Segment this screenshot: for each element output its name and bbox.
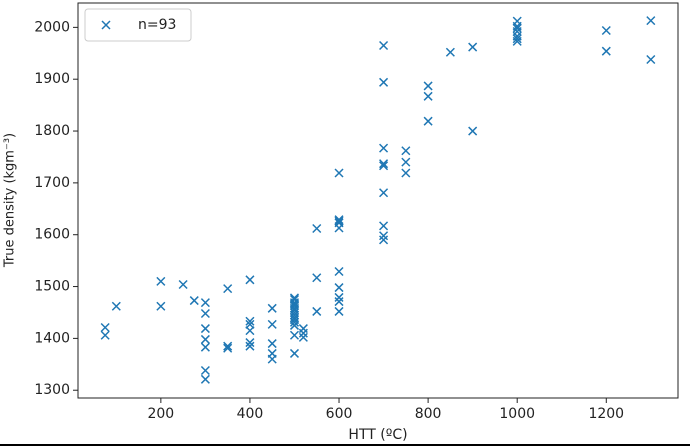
point: [200, 308, 210, 319]
point: [312, 273, 322, 283]
point: [334, 223, 344, 233]
point: [289, 330, 300, 340]
point: [267, 319, 277, 329]
point: [379, 188, 389, 198]
point: [401, 168, 411, 178]
point: [379, 77, 389, 87]
point: [646, 54, 656, 65]
point: [334, 283, 344, 293]
plot-frame: [77, 2, 679, 399]
point: [223, 343, 233, 353]
x-axis-label: HTT (ºC): [348, 427, 407, 443]
point: [189, 296, 199, 306]
point: [401, 146, 411, 156]
point: [646, 16, 656, 26]
point: [423, 116, 433, 126]
y-tick-label: 1600: [34, 227, 70, 243]
point: [379, 161, 389, 171]
point: [267, 339, 277, 349]
y-tick-label: 1400: [34, 330, 70, 346]
x-tick-label: 600: [326, 406, 353, 422]
point: [334, 216, 344, 226]
point: [379, 221, 389, 231]
point: [289, 301, 300, 311]
point: [334, 168, 344, 178]
point: [245, 341, 255, 351]
legend-marker: [101, 20, 111, 30]
point: [200, 334, 210, 344]
point: [401, 157, 411, 167]
point: [298, 328, 308, 338]
point: [312, 223, 322, 234]
point: [178, 279, 188, 290]
point: [223, 341, 233, 351]
x-tick-label: 1200: [588, 406, 624, 422]
point: [334, 266, 344, 277]
x-tick-label: 1000: [499, 406, 535, 422]
point: [245, 316, 255, 326]
point: [267, 303, 277, 313]
point: [200, 365, 210, 376]
legend-label: n=93: [138, 17, 176, 33]
point: [601, 25, 611, 36]
point: [245, 338, 255, 348]
y-tick-label: 1800: [34, 123, 70, 139]
point: [468, 42, 478, 52]
point: [512, 34, 522, 44]
point: [245, 275, 255, 285]
y-tick-label: 2000: [34, 19, 70, 35]
point: [334, 306, 344, 316]
point: [245, 326, 255, 336]
x-tick-label: 800: [415, 406, 442, 422]
point: [289, 348, 300, 358]
y-tick-label: 1900: [34, 71, 70, 87]
point: [312, 306, 322, 316]
point: [512, 23, 522, 33]
point: [156, 301, 166, 311]
y-tick-label: 1700: [34, 175, 70, 191]
point: [298, 332, 308, 342]
point: [289, 317, 300, 327]
point: [334, 297, 344, 307]
point: [379, 231, 389, 241]
point: [379, 159, 389, 169]
point: [379, 235, 389, 245]
point: [601, 46, 611, 56]
point: [156, 276, 166, 286]
point: [100, 322, 110, 333]
point: [379, 40, 389, 51]
point: [468, 126, 478, 136]
point: [423, 91, 433, 101]
y-tick-label: 1500: [34, 279, 70, 295]
point: [334, 215, 344, 225]
point: [200, 324, 210, 334]
y-tick-label: 1300: [34, 382, 70, 398]
point: [445, 47, 455, 57]
point: [289, 303, 300, 313]
legend-box: [84, 8, 192, 42]
point: [334, 292, 344, 302]
point: [100, 330, 110, 340]
y-axis-label: True density (kgm⁻³): [3, 133, 18, 268]
point: [111, 301, 121, 311]
point: [267, 354, 277, 364]
x-tick-label: 400: [237, 406, 264, 422]
point: [223, 284, 233, 294]
point: [200, 342, 210, 352]
x-tick-label: 200: [147, 406, 174, 422]
point: [200, 298, 210, 308]
point: [512, 36, 522, 46]
point: [289, 320, 300, 330]
point: [379, 143, 389, 153]
point: [200, 374, 210, 384]
point: [423, 81, 433, 91]
